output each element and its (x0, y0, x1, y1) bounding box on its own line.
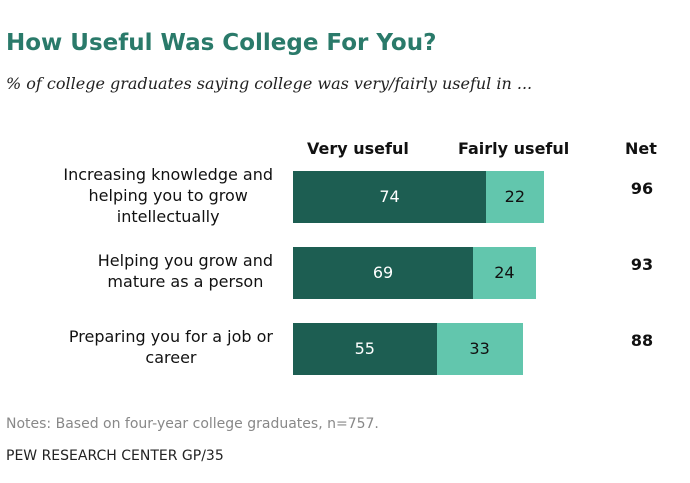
net-value: 93 (630, 255, 654, 274)
header-fairly-useful: Fairly useful (458, 139, 570, 158)
notes: Notes: Based on four-year college gradua… (6, 416, 379, 432)
bar-fairly-useful (486, 171, 544, 223)
category-label: Preparing you for a job or career (68, 327, 273, 367)
source-credit: PEW RESEARCH CENTER GP/35 (6, 448, 224, 464)
bar-very-useful (293, 171, 487, 223)
bar-label-very-useful: 74 (379, 187, 400, 206)
chart-title: How Useful Was College For You? (6, 30, 437, 56)
net-value: 96 (630, 179, 654, 198)
bar-label-fairly-useful: 24 (494, 263, 515, 282)
bar-fairly-useful (436, 323, 523, 375)
net-value: 88 (630, 331, 654, 350)
bar-very-useful (293, 323, 437, 375)
bar-label-fairly-useful: 22 (504, 187, 525, 206)
category-label: Helping you grow and mature as a person (97, 251, 273, 291)
bar-label-very-useful: 69 (372, 263, 394, 282)
chart-subtitle: % of college graduates saying college wa… (6, 74, 533, 93)
bar-label-fairly-useful: 33 (469, 339, 490, 358)
bar-very-useful (293, 247, 474, 299)
bar-fairly-useful (473, 247, 536, 299)
bar-label-very-useful: 55 (354, 339, 375, 358)
category-label: Increasing knowledge and helping you to g… (63, 164, 273, 226)
header-net: Net (625, 139, 657, 158)
header-very-useful: Very useful (307, 139, 409, 158)
